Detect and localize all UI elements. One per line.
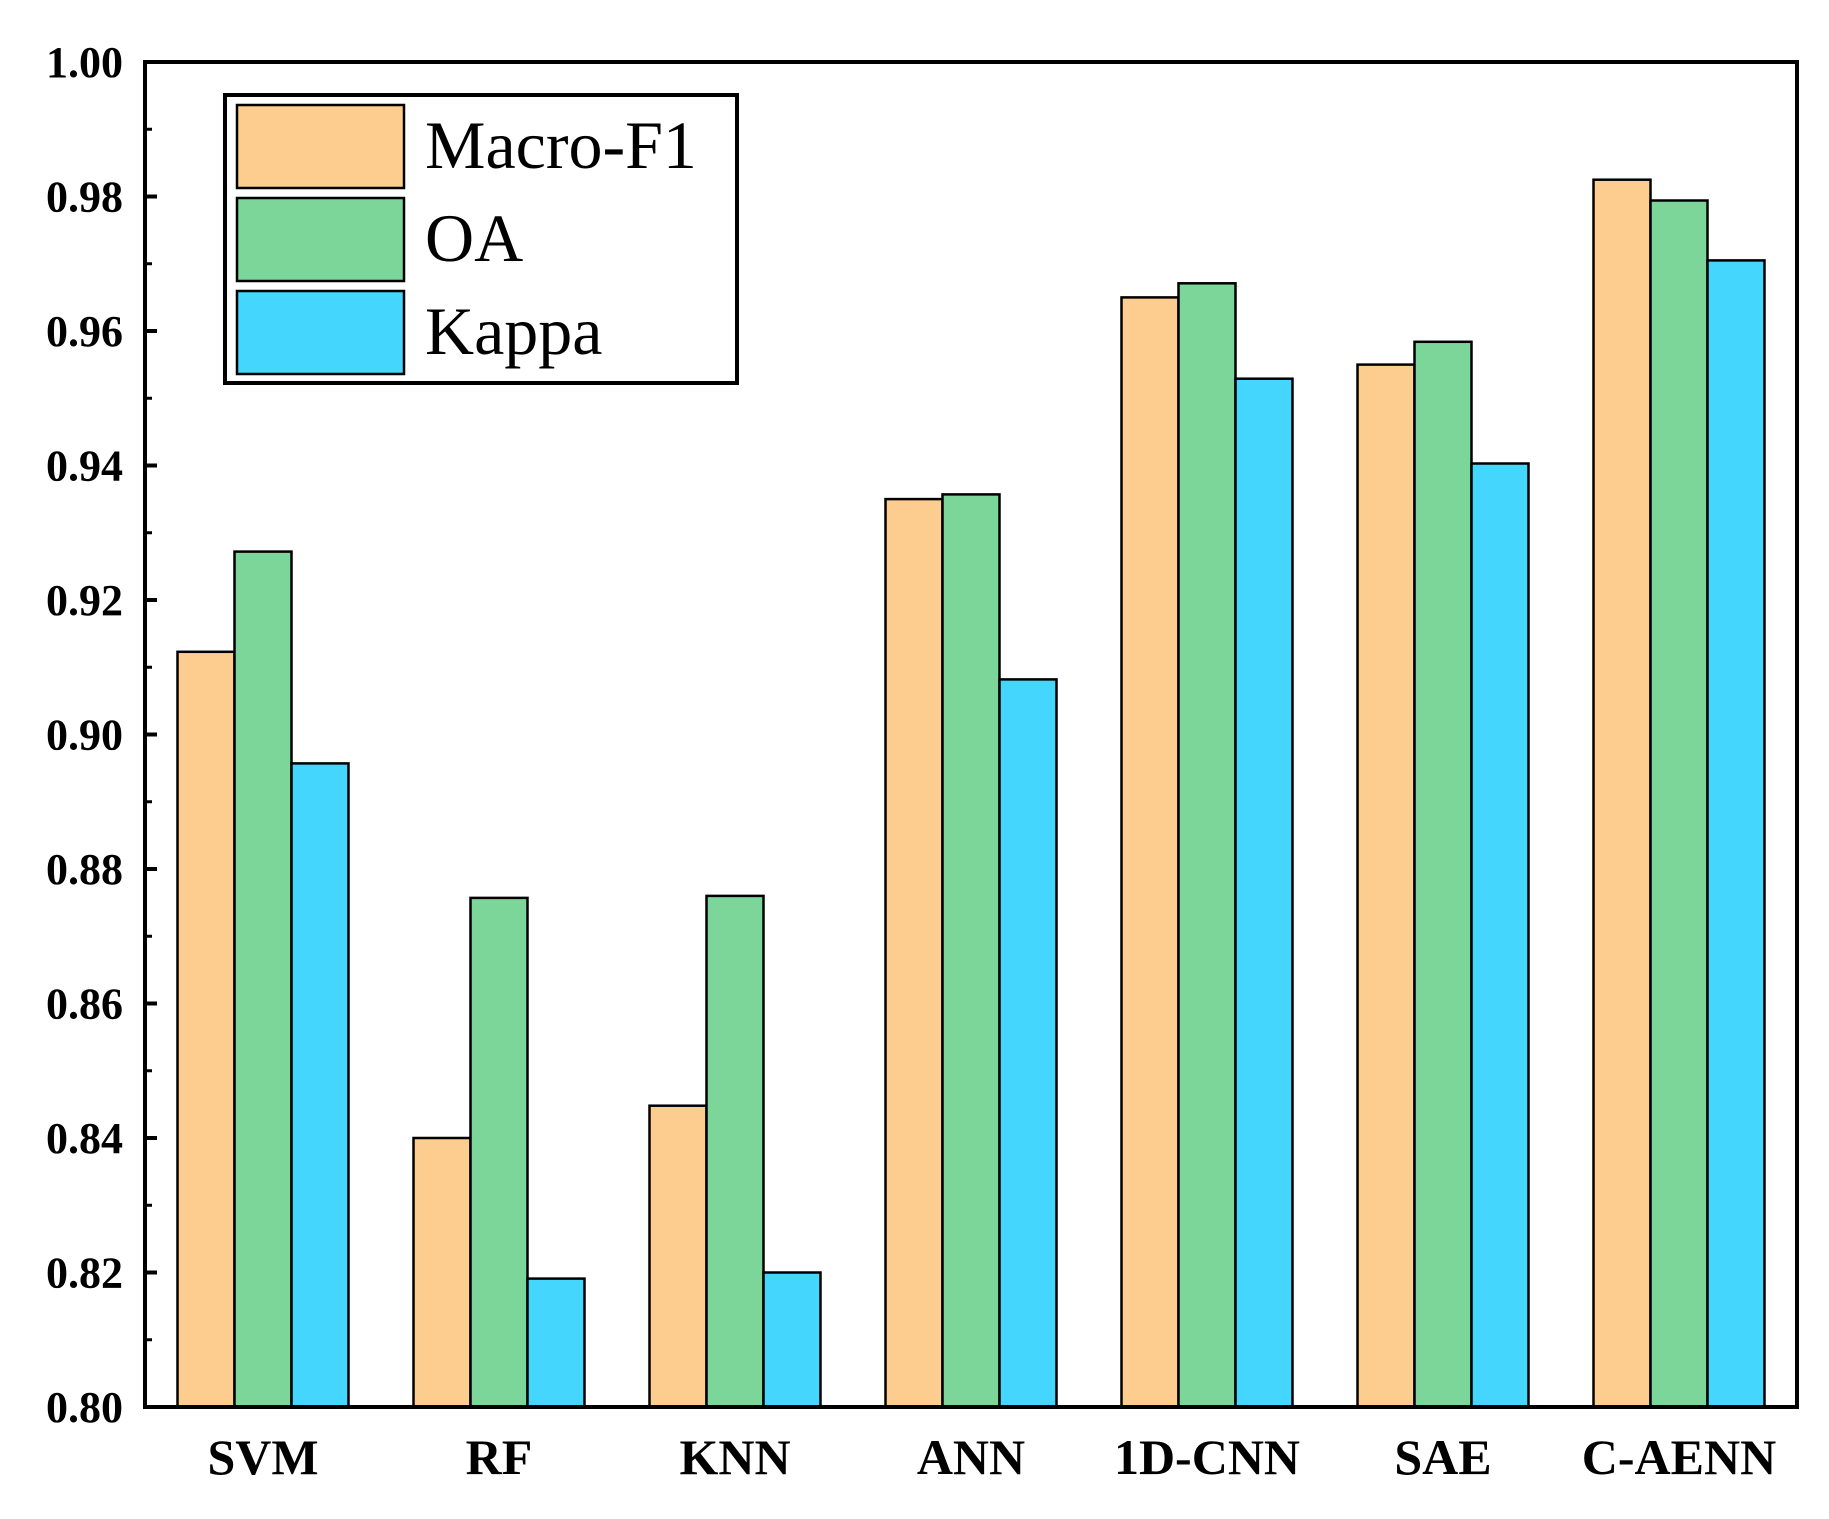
bar-oa-rf (469, 896, 529, 1409)
y-tick-label: 0.86 (46, 980, 123, 1029)
bar-kappa-svm (290, 762, 350, 1409)
legend-swatch-macro-f1 (235, 103, 406, 190)
y-tick-label: 0.84 (46, 1114, 123, 1163)
x-category-label: KNN (679, 1429, 790, 1485)
x-category-label: C-AENN (1582, 1429, 1776, 1485)
x-category-label: RF (466, 1429, 533, 1485)
bar-macro-f1-1d-cnn (1120, 296, 1180, 1409)
y-tick-label: 0.98 (46, 173, 123, 222)
bar-kappa-ann (998, 678, 1058, 1409)
bar-oa-c-aenn (1649, 199, 1709, 1409)
x-category-label: 1D-CNN (1114, 1429, 1300, 1485)
legend-swatch-kappa (235, 289, 406, 376)
bar-macro-f1-knn (648, 1104, 708, 1409)
bar-kappa-knn (762, 1271, 822, 1409)
bar-macro-f1-ann (884, 497, 944, 1409)
x-category-label: SAE (1394, 1429, 1491, 1485)
y-tick-label: 0.80 (46, 1383, 123, 1432)
bar-kappa-sae (1470, 462, 1530, 1409)
bar-oa-ann (941, 493, 1001, 1409)
bar-macro-f1-sae (1356, 363, 1416, 1409)
legend-label-kappa: Kappa (425, 293, 602, 369)
y-tick-label: 0.94 (46, 442, 123, 491)
bar-kappa-1d-cnn (1234, 377, 1294, 1409)
legend-label-macro-f1: Macro-F1 (425, 107, 697, 183)
bar-macro-f1-c-aenn (1592, 178, 1652, 1409)
y-tick-label: 0.88 (46, 845, 123, 894)
bar-kappa-rf (526, 1277, 586, 1409)
axes-layer: 0.80 0.82 0.84 0.86 0.88 0.90 0.92 0.94 0.96 0.98… (46, 38, 1799, 1485)
bar-macro-f1-rf (412, 1136, 472, 1409)
y-tick-label: 0.90 (46, 711, 123, 760)
bar-oa-sae (1413, 340, 1473, 1409)
legend: Macro-F1 OA Kappa (223, 93, 739, 385)
legend-swatch-oa (235, 196, 406, 283)
bar-oa-knn (705, 894, 765, 1409)
bar-kappa-c-aenn (1706, 259, 1766, 1409)
y-tick-label: 0.82 (46, 1249, 123, 1298)
bar-oa-svm (233, 550, 293, 1409)
y-tick-label: 0.96 (46, 307, 123, 356)
bar-oa-1d-cnn (1177, 282, 1237, 1409)
y-tick-label: 0.92 (46, 576, 123, 625)
x-category-label: SVM (207, 1429, 318, 1485)
legend-label-oa: OA (425, 200, 523, 276)
y-tick-label: 1.00 (46, 38, 123, 87)
bar-macro-f1-svm (176, 650, 236, 1409)
bars-layer (176, 178, 1766, 1409)
x-category-label: ANN (917, 1429, 1025, 1485)
